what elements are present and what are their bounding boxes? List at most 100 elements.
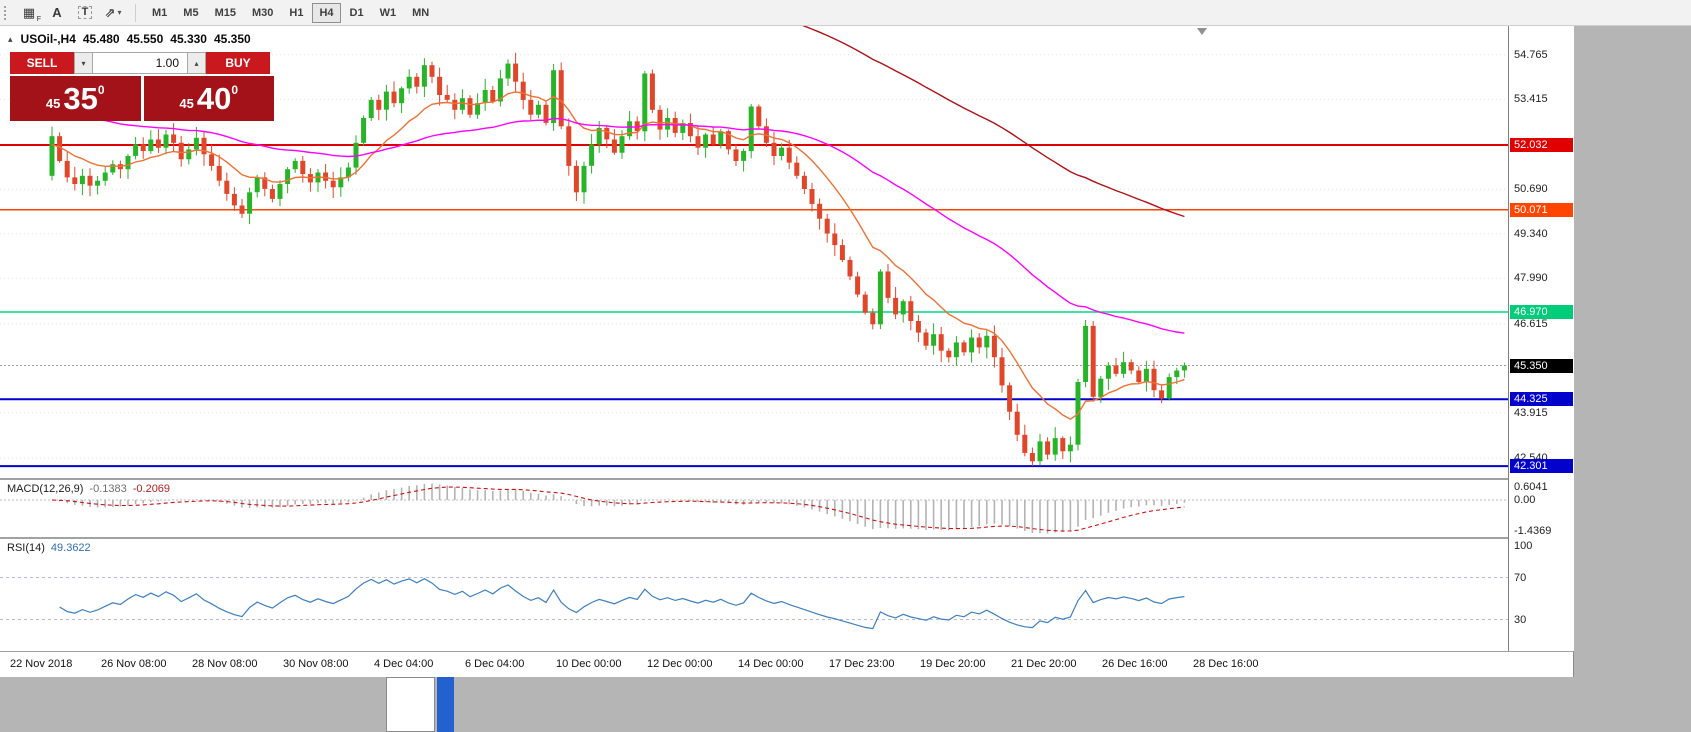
panel-separator[interactable]: [0, 537, 1573, 539]
tf-button-mn[interactable]: MN: [412, 6, 430, 19]
rsi-axis-label: 100: [1514, 540, 1533, 552]
price-axis[interactable]: 54.765 53.415 50.690 49.340 47.990 46.615 43.9…: [1508, 26, 1574, 651]
text-label-icon[interactable]: A: [46, 3, 68, 23]
tf-button-m5[interactable]: M5: [183, 6, 199, 19]
current-price-marker: 45.350: [1510, 358, 1573, 373]
tf-button-m30[interactable]: M30: [251, 6, 274, 19]
tf-button-w1[interactable]: W1: [379, 6, 397, 19]
macd-axis-label: -1.4369: [1514, 524, 1552, 537]
buy-price-panel[interactable]: 45 40 0: [143, 76, 274, 121]
sell-price-big: 35: [63, 81, 98, 116]
macd-panel: MACD(12,26,9) -0.1383 -0.2069: [0, 480, 1508, 537]
workspace: ▴ USOil-,H4 45.480 45.550 45.330 45.350 …: [0, 26, 1691, 732]
sell-price-panel[interactable]: 45 35 0: [10, 76, 141, 121]
chart-window-usoil-h4: ▴ USOil-,H4 45.480 45.550 45.330 45.350 …: [0, 26, 1574, 677]
time-axis[interactable]: 22 Nov 2018 26 Nov 08:00 28 Nov 08:00 30 No…: [0, 651, 1573, 677]
ohlc-low: 45.330: [170, 32, 207, 46]
time-axis-label: 4 Dec 04:00: [374, 658, 434, 670]
rsi-label: RSI(14) 49.3622: [7, 542, 91, 554]
one-click-price-row: 45 35 0 45 40 0: [10, 76, 274, 121]
time-axis-label: 21 Dec 20:00: [1011, 658, 1077, 670]
ohlc-high: 45.550: [126, 32, 164, 46]
buy-price-sup: 0: [231, 83, 239, 97]
one-click-trading-widget: SELL ▾ ▴ BUY 45 35 0 45 40 0: [10, 52, 274, 121]
one-click-top-row: SELL ▾ ▴ BUY: [10, 52, 274, 74]
cropped-dialog-accent: [437, 677, 454, 732]
price-axis-label: 49.340: [1514, 227, 1548, 240]
time-axis-label: 17 Dec 23:00: [829, 658, 895, 670]
macd-name: MACD(12,26,9): [7, 483, 84, 495]
price-axis-label: 53.415: [1514, 93, 1548, 106]
panel-separator[interactable]: [0, 478, 1573, 480]
toolbar-grip[interactable]: [3, 4, 8, 21]
time-axis-label: 28 Nov 08:00: [192, 658, 258, 670]
chart-title: ▴ USOil-,H4 45.480 45.550 45.330 45.350: [8, 32, 251, 46]
time-axis-label: 6 Dec 04:00: [465, 658, 525, 670]
tf-button-m15[interactable]: M15: [214, 6, 236, 19]
buy-price-big: 40: [196, 81, 232, 116]
blue-level-marker-2: 42.301: [1510, 459, 1573, 474]
rsi-name: RSI(14): [7, 542, 45, 554]
price-axis-label: 47.990: [1514, 272, 1548, 285]
text-box-icon[interactable]: T: [74, 3, 96, 23]
sell-button[interactable]: SELL: [10, 52, 74, 74]
tf-button-m1[interactable]: M1: [152, 6, 168, 19]
rsi-canvas[interactable]: [0, 539, 1508, 651]
price-axis-label: 46.615: [1514, 317, 1548, 330]
ohlc-open: 45.480: [82, 32, 120, 46]
price-chart-canvas[interactable]: [0, 26, 1508, 478]
time-axis-label: 10 Dec 00:00: [556, 658, 622, 670]
time-axis-label: 22 Nov 2018: [10, 658, 73, 670]
chart-symbol-timeframe: USOil-,H4: [20, 32, 76, 46]
rsi-value: 49.3622: [50, 542, 91, 554]
rsi-axis-label: 30: [1514, 613, 1527, 626]
macd-value-main: -0.1383: [89, 483, 127, 495]
resistance-line-marker: 52.032: [1510, 138, 1573, 152]
one-click-collapse-icon[interactable]: ▴: [8, 33, 13, 44]
cropped-dialog-fragment: [386, 677, 435, 732]
time-axis-label: 12 Dec 00:00: [647, 658, 713, 670]
rsi-panel: RSI(14) 49.3622: [0, 539, 1508, 651]
tf-button-h4[interactable]: H4: [312, 2, 341, 23]
sell-price-sup: 0: [97, 83, 105, 97]
toolbar-separator: [135, 3, 136, 22]
cursor-mode-icon-glyph: ⇗: [104, 5, 116, 20]
text-label-icon-glyph: A: [52, 5, 62, 20]
time-axis-label: 26 Nov 08:00: [101, 658, 167, 670]
charts-toolbar: ▦ F A T ⇗ ▾ M1 M5 M15 M30 H1 H4 D1 W1 MN: [0, 0, 1691, 26]
volume-input[interactable]: [93, 52, 187, 74]
time-axis-label: 14 Dec 00:00: [738, 658, 804, 670]
grid-icon[interactable]: ▦ F: [18, 3, 41, 23]
sell-price-prefix: 45: [45, 96, 61, 111]
price-axis-label: 50.690: [1514, 183, 1548, 196]
macd-axis-label: 0.6041: [1514, 481, 1548, 493]
blue-level-marker: 44.325: [1510, 392, 1573, 407]
rsi-axis-label: 70: [1514, 571, 1527, 584]
support-line-marker: 50.071: [1510, 202, 1573, 217]
timeframe-group: M1 M5 M15 M30 H1 H4 D1 W1 MN: [144, 2, 437, 23]
volume-increase-icon[interactable]: ▴: [187, 52, 206, 74]
time-axis-label: 26 Dec 16:00: [1102, 658, 1168, 670]
green-level-marker: 46.970: [1510, 305, 1573, 320]
buy-button[interactable]: BUY: [206, 52, 270, 74]
time-axis-label: 28 Dec 16:00: [1193, 658, 1259, 670]
dropdown-chevron-icon[interactable]: ▾: [117, 8, 122, 17]
tf-button-d1[interactable]: D1: [349, 6, 364, 19]
text-box-icon-glyph: T: [77, 6, 93, 19]
macd-canvas[interactable]: [0, 480, 1508, 537]
buy-price-prefix: 45: [179, 96, 194, 111]
grid-icon-badge: F: [36, 15, 41, 23]
volume-decrease-icon[interactable]: ▾: [74, 52, 93, 74]
time-axis-label: 30 Nov 08:00: [283, 658, 349, 670]
macd-value-signal: -0.2069: [132, 483, 171, 495]
cursor-mode-icon[interactable]: ⇗ ▾: [102, 3, 124, 23]
macd-axis-label: 0.00: [1514, 494, 1536, 506]
main-chart-panel: ▴ USOil-,H4 45.480 45.550 45.330 45.350 …: [0, 26, 1508, 478]
ohlc-close: 45.350: [213, 32, 251, 46]
grid-icon-glyph: ▦: [22, 5, 36, 20]
tf-button-h1[interactable]: H1: [289, 6, 304, 19]
time-axis-label: 19 Dec 20:00: [920, 658, 986, 670]
macd-label: MACD(12,26,9) -0.1383 -0.2069: [7, 483, 170, 495]
price-axis-label: 54.765: [1514, 48, 1548, 61]
chart-shift-marker[interactable]: [1197, 28, 1207, 35]
